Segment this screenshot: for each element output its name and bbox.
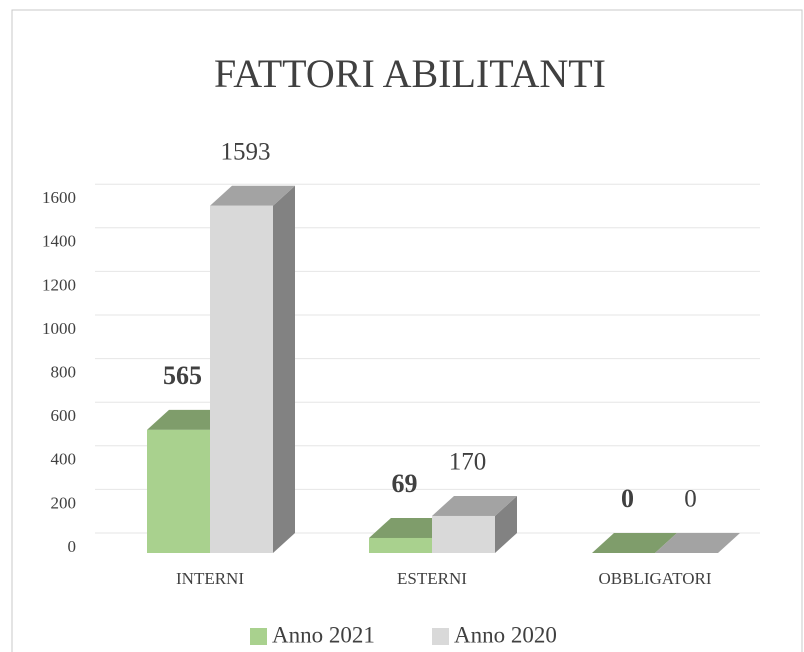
chart-title: FATTORI ABILITANTI (214, 51, 606, 96)
data-label: 565 (163, 361, 202, 390)
x-tick-label: OBBLIGATORI (598, 569, 711, 588)
chart-frame (11, 9, 803, 652)
legend-swatch (432, 628, 449, 645)
bar-front (210, 205, 273, 553)
y-tick-label: 600 (51, 406, 77, 425)
bar-side (495, 495, 517, 553)
bar-side (273, 185, 295, 553)
y-tick-label: 400 (51, 450, 77, 469)
bar-top (432, 495, 517, 516)
bar (210, 185, 295, 553)
bar (592, 533, 677, 553)
bar-front (147, 429, 210, 553)
x-tick-label: INTERNI (176, 569, 244, 588)
bar (432, 495, 517, 553)
legend-swatch (250, 628, 267, 645)
bar (655, 533, 740, 553)
data-label: 0 (621, 484, 634, 513)
y-tick-label: 0 (68, 537, 77, 556)
bar-top (592, 533, 677, 553)
data-label: 69 (392, 469, 418, 498)
y-tick-label: 200 (51, 493, 77, 512)
bar-top (655, 533, 740, 553)
y-tick-label: 800 (51, 363, 77, 382)
bar-front (369, 537, 432, 553)
data-label: 1593 (221, 138, 271, 165)
data-label: 0 (684, 486, 697, 513)
bar-top (210, 185, 295, 206)
data-label: 170 (449, 449, 487, 476)
x-tick-label: ESTERNI (397, 569, 467, 588)
y-tick-label: 1000 (42, 319, 76, 338)
y-tick-label: 1200 (42, 275, 76, 294)
y-tick-label: 1600 (42, 188, 76, 207)
bar-front (432, 515, 495, 553)
y-tick-label: 1400 (42, 232, 76, 251)
legend-label: Anno 2020 (454, 622, 557, 647)
legend-label: Anno 2021 (272, 622, 375, 647)
